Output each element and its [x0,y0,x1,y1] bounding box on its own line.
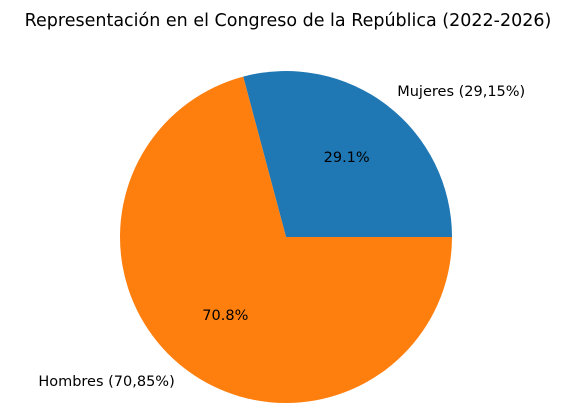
pie-category-label-hombres: Hombres (70,85%) [38,374,174,390]
pie-category-label-mujeres: Mujeres (29,15%) [397,84,525,100]
chart-title: Representación en el Congreso de la Repú… [25,11,552,31]
pie-slice-hombres [120,76,453,403]
pie-slice-mujeres [243,71,452,237]
pie-slices [120,71,453,403]
pie-pct-label-hombres: 70.8% [202,308,248,324]
pie-pct-label-mujeres: 29.1% [324,150,370,166]
pie-slice-labels: 29.1% Mujeres (29,15%) 70.8% Hombres (70,85… [38,84,525,390]
